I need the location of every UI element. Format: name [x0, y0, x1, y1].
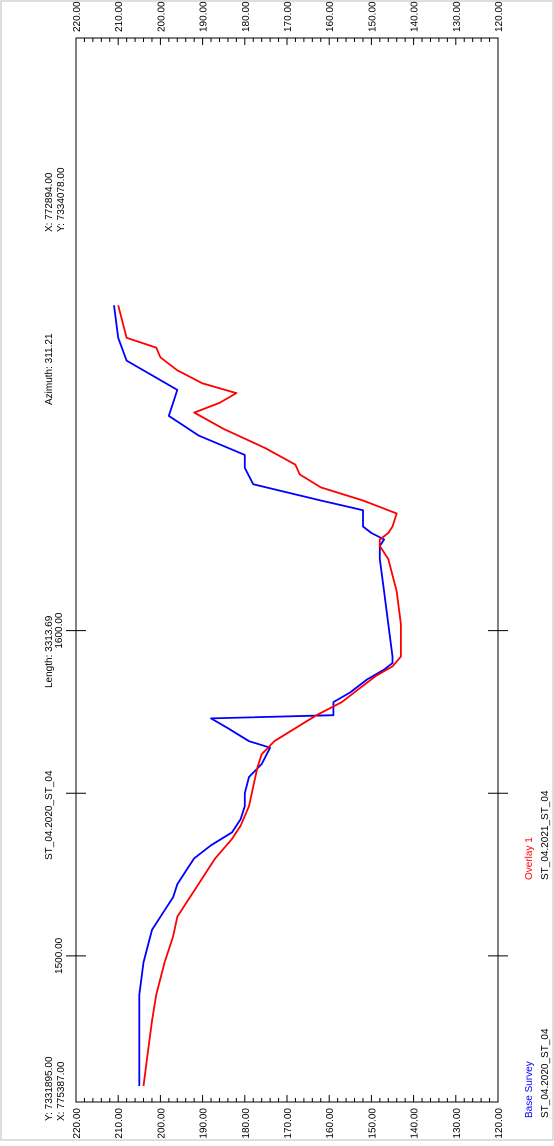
elevation-tick-label-bottom-group: 220.00 [72, 1108, 83, 1139]
elevation-tick-label-bottom: 160.00 [325, 1108, 336, 1139]
elevation-tick-label-bottom-group: 130.00 [452, 1108, 463, 1139]
elevation-tick-label-bottom-group: 160.00 [325, 1108, 336, 1139]
elevation-tick-label-top: 160.00 [325, 1, 336, 32]
elevation-tick-label-top: 200.00 [156, 1, 167, 32]
base-survey-line [113, 305, 394, 1086]
elevation-tick-label-top: 180.00 [241, 1, 252, 32]
elevation-tick-label-top-group: 180.00 [241, 1, 252, 32]
azimuth-label: Azimuth: 311.21 [44, 333, 55, 405]
elevation-tick-label-bottom: 210.00 [114, 1108, 125, 1139]
elevation-tick-label-bottom: 120.00 [494, 1108, 505, 1139]
start-y-label: Y: 7334078.00 [56, 167, 67, 232]
elevation-tick-label-bottom-group: 210.00 [114, 1108, 125, 1139]
elevation-tick-label-top-group: 170.00 [283, 1, 294, 32]
elevation-tick-label-bottom-group: 200.00 [156, 1108, 167, 1139]
elevation-tick-label-top-group: 150.00 [367, 1, 378, 32]
elevation-tick-label-bottom-group: 140.00 [410, 1108, 421, 1139]
elevation-tick-label-top: 120.00 [494, 1, 505, 32]
elevation-tick-label-top: 190.00 [199, 1, 210, 32]
elevation-tick-label-top: 150.00 [367, 1, 378, 32]
end-y-label: Y: 7331895.00 [44, 1056, 55, 1121]
elevation-tick-label-top-group: 120.00 [494, 1, 505, 32]
header-text: X: 775387.00 Y: 7331895.00 [44, 1056, 67, 1121]
elevation-tick-label-top: 210.00 [114, 1, 125, 32]
distance-tick-label: 1600.00 [54, 612, 65, 649]
legend-base-id: ST_04.2020_ST_04 [540, 1028, 551, 1118]
legend-overlay-label: Overlay 1 [524, 837, 535, 880]
elevation-tick-label-bottom-group: 150.00 [367, 1108, 378, 1139]
elevation-tick-label-bottom-group: 120.00 [494, 1108, 505, 1139]
elevation-tick-label-top-group: 160.00 [325, 1, 336, 32]
elevation-tick-label-top-group: 210.00 [114, 1, 125, 32]
distance-tick-label-group: 1500.00 [54, 937, 65, 974]
elevation-tick-label-top-group: 140.00 [410, 1, 421, 32]
elevation-tick-label-bottom-group: 170.00 [283, 1108, 294, 1139]
distance-tick-label: 1500.00 [54, 937, 65, 974]
section-name-label: ST_04.2020_ST_04 [44, 770, 55, 860]
elevation-tick-label-bottom: 150.00 [367, 1108, 378, 1139]
elevation-tick-label-bottom-group: 190.00 [199, 1108, 210, 1139]
length-label: Length: 3313.69 [44, 615, 55, 688]
elevation-tick-label-bottom: 140.00 [410, 1108, 421, 1139]
elevation-tick-label-top-group: 130.00 [452, 1, 463, 32]
elevation-tick-label-top: 220.00 [72, 1, 83, 32]
axes: 120.00 120.00 130.00 130.00 140.00 140.00 150.… [54, 1, 508, 1139]
elevation-tick-label-bottom-group: 180.00 [241, 1108, 252, 1139]
elevation-tick-label-bottom: 200.00 [156, 1108, 167, 1139]
end-x-label: X: 775387.00 [56, 1061, 67, 1121]
overlay-1-line [117, 305, 402, 1087]
elevation-tick-label-top-group: 220.00 [72, 1, 83, 32]
elevation-tick-label-bottom: 190.00 [199, 1108, 210, 1139]
elevation-tick-label-bottom: 170.00 [283, 1108, 294, 1139]
elevation-tick-label-bottom: 130.00 [452, 1108, 463, 1139]
elevation-tick-label-top: 140.00 [410, 1, 421, 32]
start-x-label: X: 772894.00 [44, 172, 55, 232]
elevation-tick-label-top: 170.00 [283, 1, 294, 32]
distance-tick-label-group: 1600.00 [54, 612, 65, 649]
legend: Base Survey [524, 1061, 535, 1118]
elevation-tick-label-bottom: 180.00 [241, 1108, 252, 1139]
elevation-tick-label-bottom: 220.00 [72, 1108, 83, 1139]
legend-overlay-id: ST_04.2021_ST_04 [540, 790, 551, 880]
elevation-tick-label-top: 130.00 [452, 1, 463, 32]
elevation-tick-label-top-group: 190.00 [199, 1, 210, 32]
series-layer [113, 305, 402, 1087]
legend-base-label: Base Survey [524, 1061, 535, 1118]
elevation-tick-label-top-group: 200.00 [156, 1, 167, 32]
